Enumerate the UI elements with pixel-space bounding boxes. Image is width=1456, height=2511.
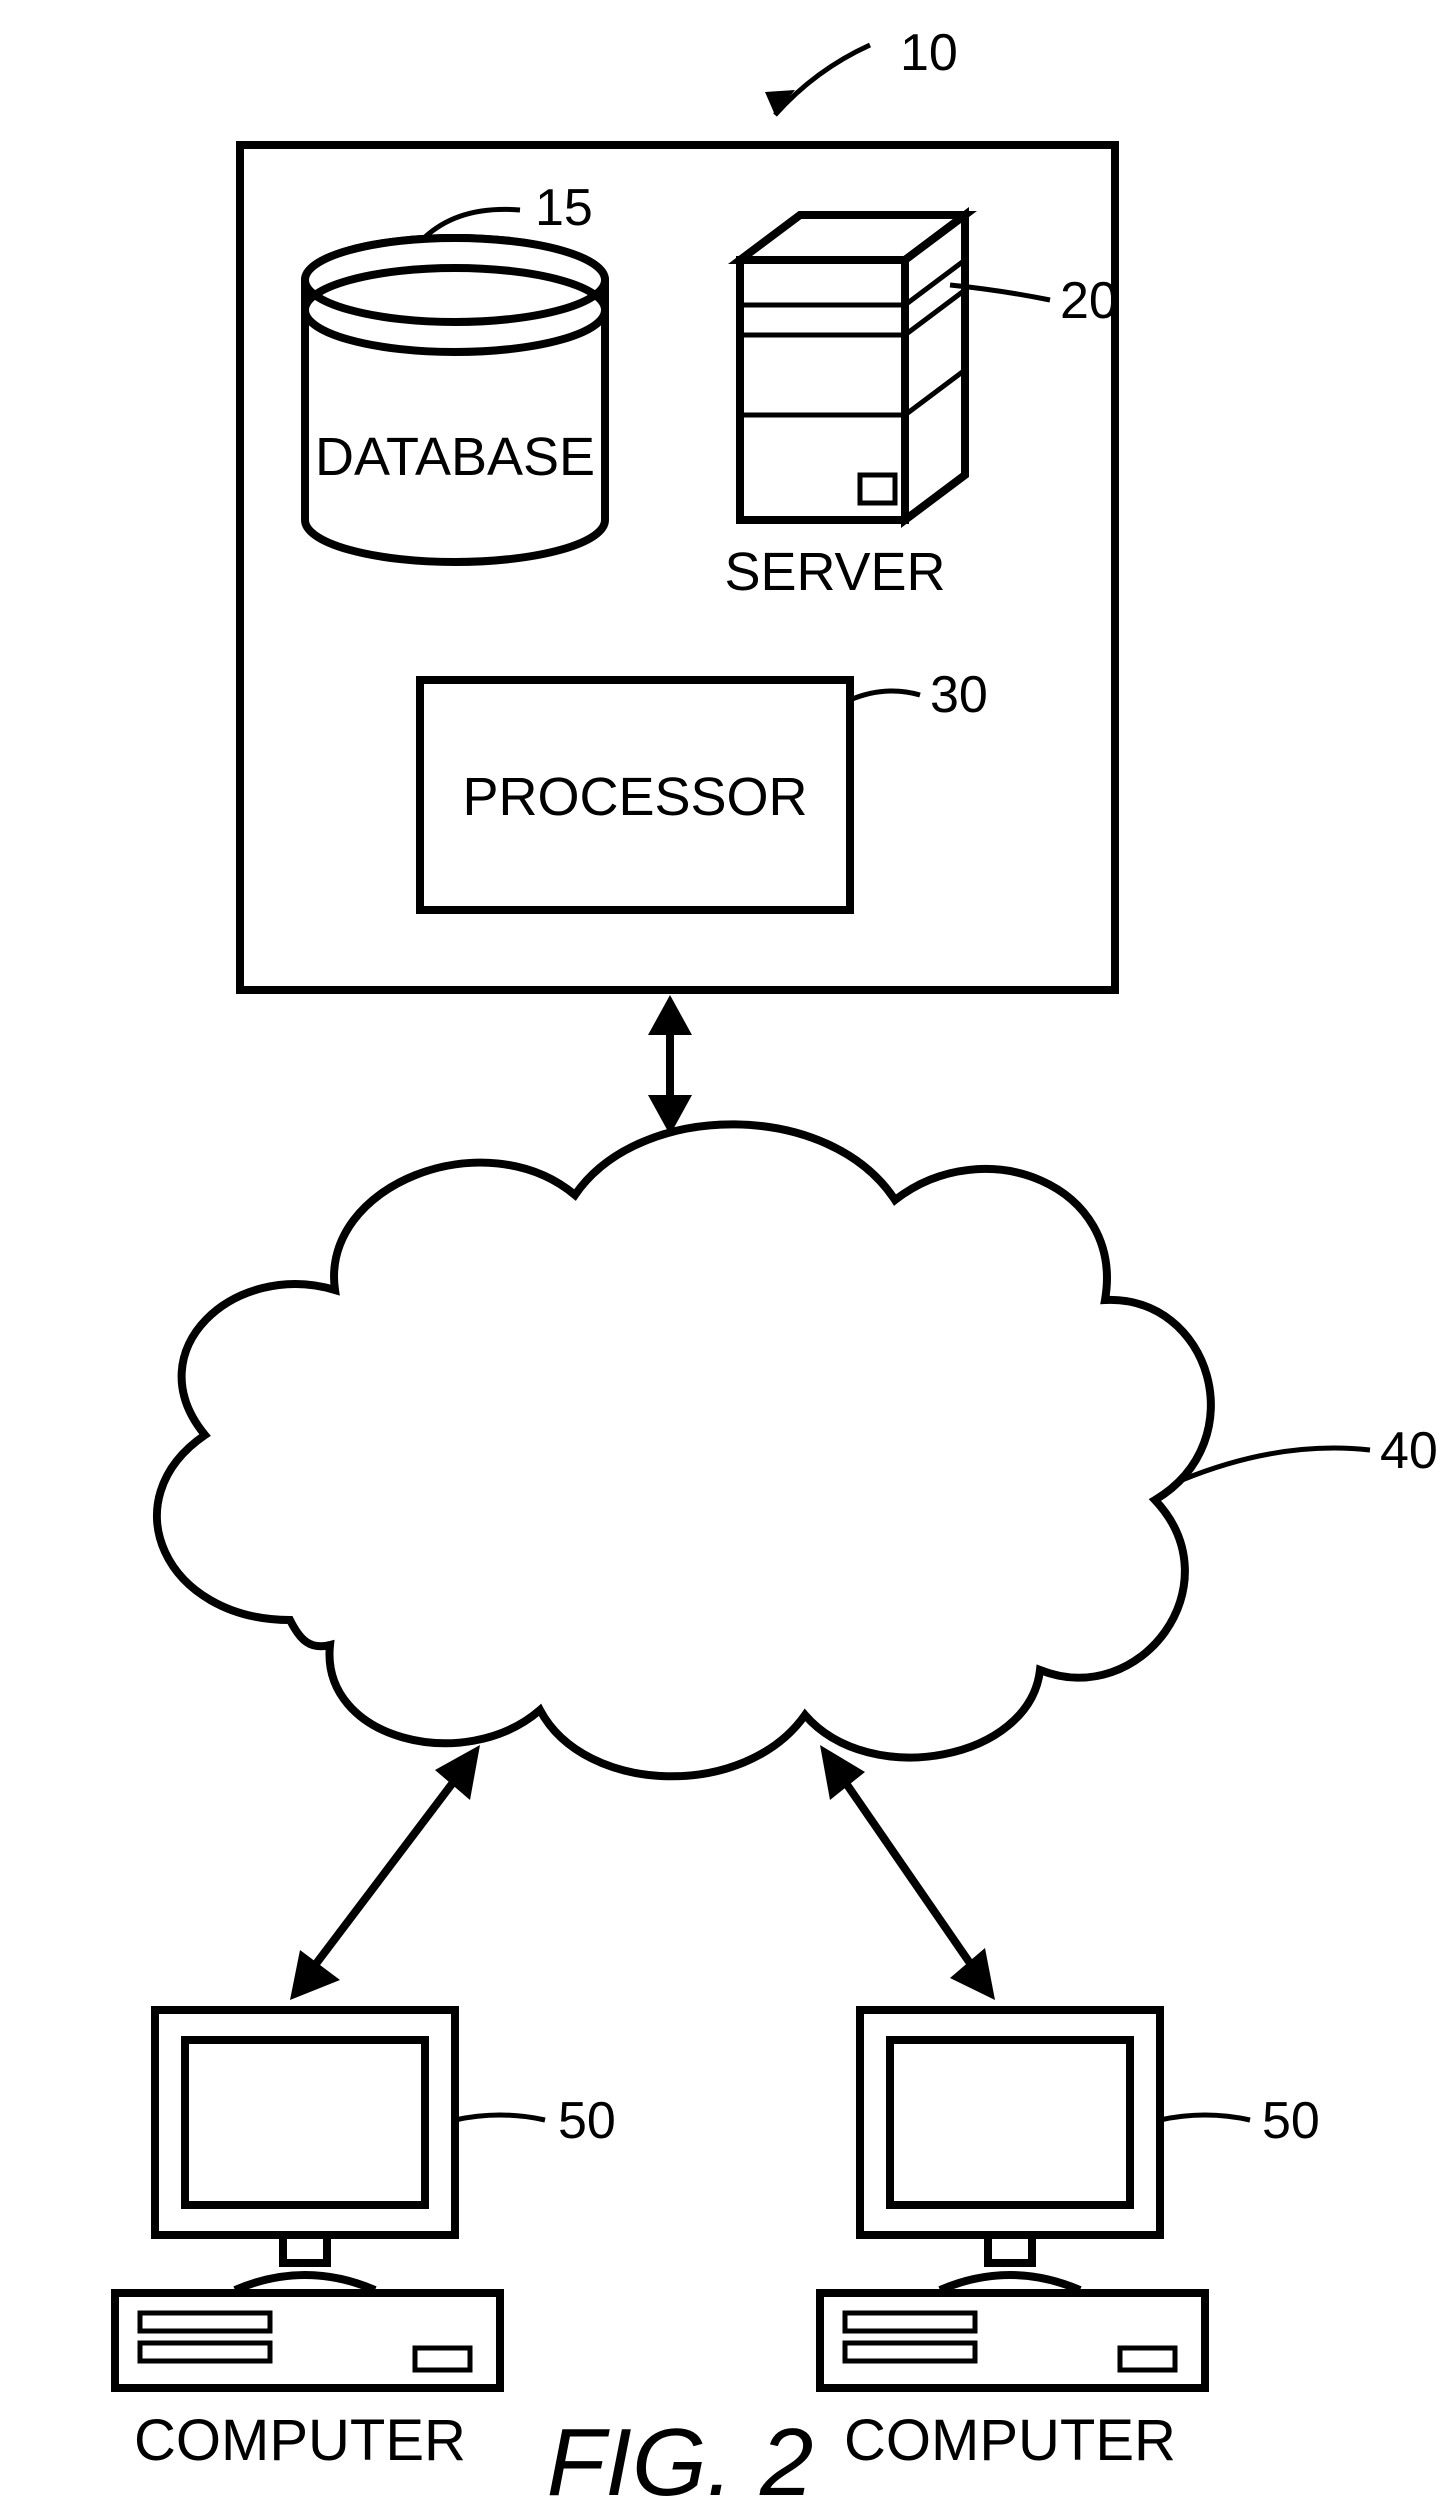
ref-50-label-right: 50 bbox=[1262, 2092, 1320, 2150]
computer-left-label: COMPUTER bbox=[134, 2408, 466, 2473]
computer-right-label: COMPUTER bbox=[844, 2408, 1176, 2473]
server-icon bbox=[740, 215, 965, 520]
ref-10-arrow bbox=[765, 45, 870, 115]
database-label: DATABASE bbox=[315, 427, 595, 487]
computer-left-icon bbox=[115, 2010, 500, 2388]
processor-label: PROCESSOR bbox=[462, 767, 807, 827]
ref-15-label: 15 bbox=[535, 179, 593, 237]
ref-50-label-left: 50 bbox=[558, 2092, 616, 2150]
ref-50-leader-left bbox=[455, 2115, 545, 2120]
ref-40-label: 40 bbox=[1380, 1422, 1438, 1480]
ref-10-label: 10 bbox=[900, 24, 958, 82]
figure-2-diagram: 10 DATABASE 15 SERVER 20 PROCESSOR 30 bbox=[0, 0, 1456, 2511]
server-label: SERVER bbox=[724, 542, 945, 602]
arrow-system-cloud bbox=[648, 995, 692, 1135]
arrow-cloud-left bbox=[290, 1745, 480, 2000]
database-icon bbox=[305, 238, 605, 562]
ref-30-label: 30 bbox=[930, 666, 988, 724]
ref-20-label: 20 bbox=[1060, 272, 1118, 330]
computer-right-icon bbox=[820, 2010, 1205, 2388]
arrow-cloud-right bbox=[820, 1745, 995, 2000]
ref-50-leader-right bbox=[1160, 2115, 1250, 2120]
figure-caption: FIG. 2 bbox=[547, 2409, 814, 2511]
ref-40-leader bbox=[1182, 1448, 1370, 1480]
network-cloud-icon bbox=[157, 1124, 1211, 1776]
ref-15-leader bbox=[425, 209, 520, 237]
ref-30-leader bbox=[850, 691, 920, 700]
